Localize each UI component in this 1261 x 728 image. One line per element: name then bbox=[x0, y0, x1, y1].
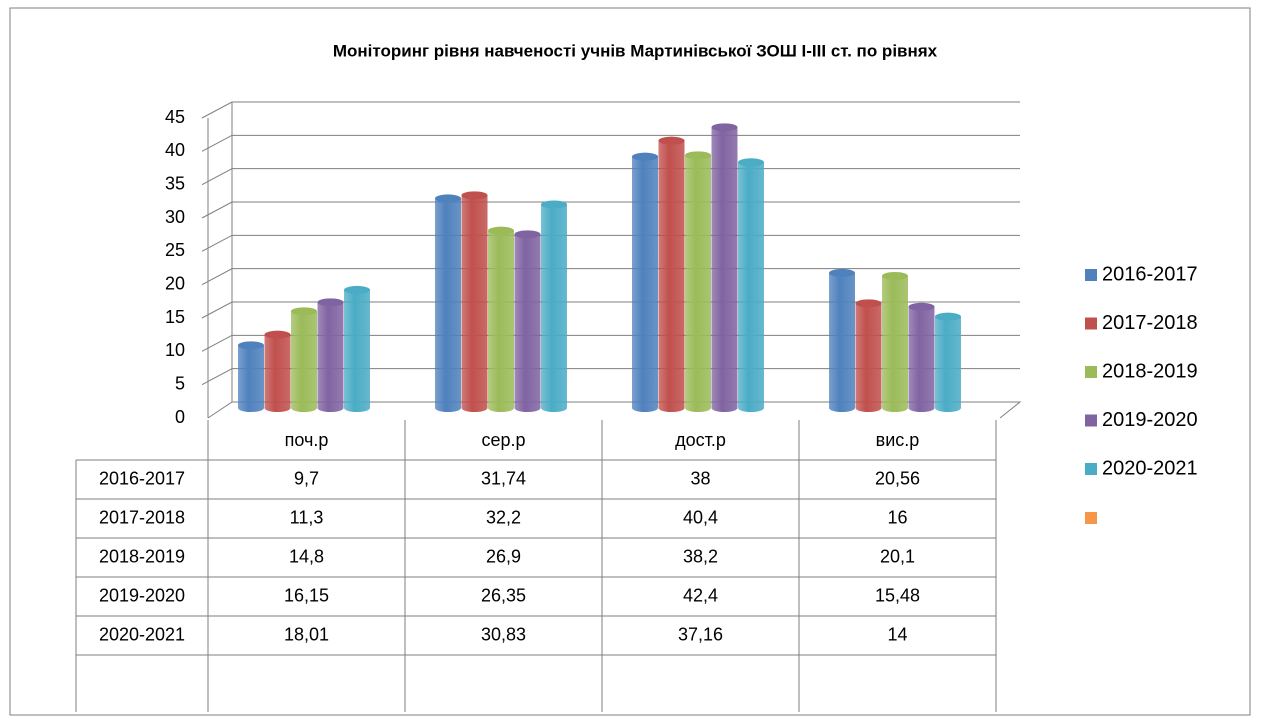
legend-label: 2020-2021 bbox=[1102, 457, 1198, 479]
bar bbox=[514, 234, 541, 412]
bar-top bbox=[855, 299, 882, 308]
y-tick-label: 35 bbox=[165, 173, 185, 193]
table-cell: 37,16 bbox=[678, 624, 723, 644]
bar bbox=[632, 156, 658, 412]
bar bbox=[908, 306, 935, 412]
table-cell: 38 bbox=[690, 468, 710, 488]
table-cell: 30,83 bbox=[481, 624, 526, 644]
bar bbox=[658, 140, 685, 412]
table-row-label: 2018-2019 bbox=[99, 546, 185, 566]
x-tick-label: сер.р bbox=[481, 430, 525, 450]
bar-top bbox=[514, 230, 541, 239]
table-cell: 11,3 bbox=[290, 507, 324, 527]
legend-label: 2019-2020 bbox=[1102, 409, 1198, 431]
table-cell: 20,1 bbox=[880, 546, 915, 566]
bar-top bbox=[317, 298, 344, 307]
y-tick-label: 45 bbox=[165, 107, 185, 127]
bar bbox=[829, 272, 855, 412]
bar-top bbox=[488, 226, 514, 235]
bar bbox=[264, 334, 291, 412]
bar-top bbox=[908, 302, 935, 311]
bar bbox=[541, 204, 567, 412]
table-cell: 40,4 bbox=[683, 507, 718, 527]
bar-top bbox=[935, 312, 961, 321]
table-cell: 9,7 bbox=[294, 468, 319, 488]
bar-top bbox=[461, 191, 488, 200]
bar-top bbox=[435, 194, 461, 203]
bar bbox=[882, 276, 908, 412]
table-cell: 20,56 bbox=[875, 468, 920, 488]
legend-swatch bbox=[1085, 463, 1097, 475]
legend-label: 2018-2019 bbox=[1102, 360, 1198, 382]
table-row-label: 2019-2020 bbox=[99, 585, 185, 605]
chart-frame bbox=[9, 7, 1251, 716]
x-tick-label: поч.р bbox=[285, 430, 329, 450]
table-cell: 31,74 bbox=[481, 468, 526, 488]
bar bbox=[291, 311, 317, 412]
table-cell: 18,01 bbox=[284, 624, 329, 644]
grid-line bbox=[201, 101, 1020, 119]
bar bbox=[317, 302, 344, 412]
bar bbox=[855, 303, 882, 412]
bar-top bbox=[541, 200, 567, 209]
y-tick-label: 5 bbox=[175, 373, 185, 393]
x-tick-label: вис.р bbox=[876, 430, 920, 450]
x-tick-label: дост.р bbox=[675, 430, 726, 450]
y-tick-label: 15 bbox=[165, 307, 185, 327]
y-tick-label: 40 bbox=[165, 140, 185, 160]
table-cell: 16 bbox=[887, 507, 907, 527]
y-tick-label: 30 bbox=[165, 207, 185, 227]
bar-top bbox=[238, 341, 264, 350]
table-row-label: 2020-2021 bbox=[99, 624, 185, 644]
legend-label: 2017-2018 bbox=[1102, 312, 1198, 334]
table-cell: 26,35 bbox=[481, 585, 526, 605]
bar-top bbox=[344, 285, 370, 294]
table-cell: 15,48 bbox=[875, 585, 920, 605]
table-row-label: 2016-2017 bbox=[99, 468, 185, 488]
table-cell: 16,15 bbox=[284, 585, 329, 605]
legend-swatch bbox=[1085, 317, 1097, 330]
table-cell: 26,9 bbox=[486, 546, 521, 566]
bar-top bbox=[291, 307, 317, 316]
bar-top bbox=[829, 268, 855, 277]
bar-top bbox=[685, 151, 711, 160]
bar bbox=[935, 316, 961, 412]
bar-top bbox=[264, 330, 291, 339]
bar bbox=[488, 230, 514, 412]
bar bbox=[461, 195, 488, 412]
bar bbox=[738, 162, 764, 412]
chart-title: Моніторинг рівня навченості учнів Мартин… bbox=[333, 41, 938, 60]
y-tick-label: 20 bbox=[165, 273, 185, 293]
table-row-label: 2017-2018 bbox=[99, 507, 185, 527]
grid-line bbox=[201, 134, 1020, 152]
legend-swatch bbox=[1085, 269, 1097, 281]
bar-top bbox=[658, 136, 685, 145]
bar bbox=[238, 345, 264, 412]
bar bbox=[435, 198, 461, 412]
legend-swatch bbox=[1085, 414, 1097, 427]
legend-label: 2016-2017 bbox=[1102, 263, 1198, 285]
bar-top bbox=[632, 152, 658, 161]
grid-line bbox=[207, 401, 1022, 419]
legend-swatch bbox=[1085, 366, 1097, 378]
table-cell: 38,2 bbox=[683, 546, 718, 566]
y-tick-label: 10 bbox=[165, 340, 185, 360]
table-cell: 14 bbox=[887, 624, 907, 644]
y-tick-label: 0 bbox=[175, 407, 185, 427]
bar bbox=[344, 289, 370, 412]
bar-top bbox=[738, 158, 764, 167]
y-tick-label: 25 bbox=[165, 240, 185, 260]
table-cell: 32,2 bbox=[486, 507, 521, 527]
table-cell: 42,4 bbox=[683, 585, 718, 605]
bar-top bbox=[711, 123, 738, 132]
table-cell: 14,8 bbox=[289, 546, 324, 566]
bar bbox=[711, 127, 738, 412]
bar-top bbox=[882, 272, 908, 280]
legend-swatch bbox=[1085, 512, 1097, 524]
bar bbox=[685, 155, 711, 413]
